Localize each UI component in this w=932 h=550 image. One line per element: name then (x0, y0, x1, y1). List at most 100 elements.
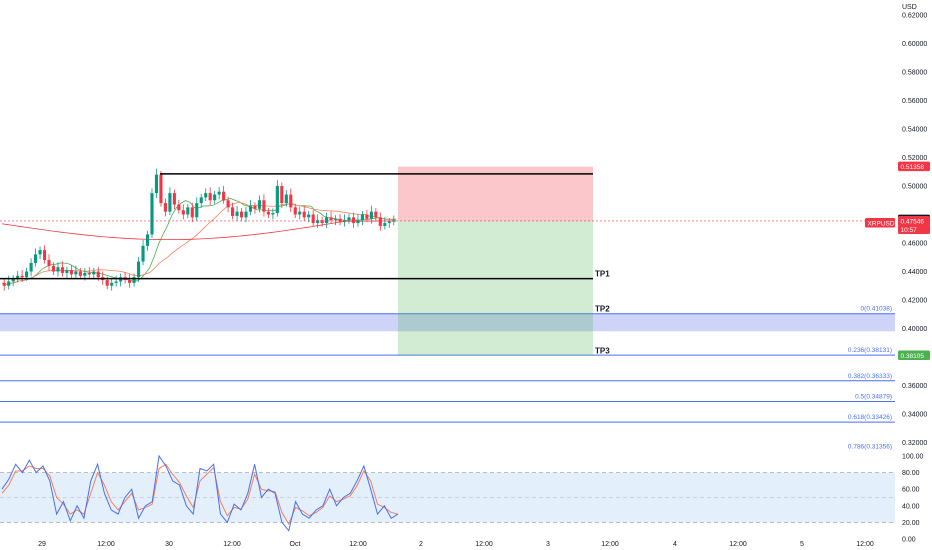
rsi-tick-label: 80.00 (902, 470, 920, 477)
price-axis[interactable]: USD 0.62000 0.60000 0.58000 0.56000 0.54000 0… (902, 4, 927, 447)
candle-body (284, 194, 288, 204)
candle-body (383, 223, 387, 226)
ma-long-line (1, 220, 397, 241)
candle-body (226, 200, 230, 208)
candle-body (190, 207, 194, 218)
candle-body (280, 186, 284, 204)
candle-body (307, 214, 311, 218)
price-badge-label: 0.51358 (901, 164, 925, 171)
candle-body (351, 217, 356, 224)
candle-body (105, 280, 109, 286)
price-tick-label: 0.62000 (902, 13, 927, 20)
price-tick-label: 0.54000 (902, 127, 927, 134)
candle-body (217, 191, 221, 195)
price-tick-label: 0.36000 (902, 383, 927, 390)
candle-body (293, 207, 297, 215)
candle-body (92, 271, 96, 275)
candle-body (387, 221, 391, 224)
candle-body (347, 217, 351, 221)
take-profit-zone[interactable] (398, 220, 593, 356)
candle-body (168, 193, 172, 212)
fib-lines: 0(0.41038) 0.236(0.38131) 0.382(0.36333) 0.… (0, 306, 895, 451)
time-tick-label: 12:00 (729, 541, 747, 548)
candle-body (159, 174, 163, 204)
candle-body (195, 203, 199, 218)
price-badge-label: XRPUSD (868, 220, 895, 227)
fib-zone-band (0, 313, 895, 332)
candle-body (38, 250, 42, 255)
candle-body (356, 220, 360, 224)
time-tick-label: Oct (290, 541, 301, 548)
price-tick-label: 0.56000 (902, 98, 927, 105)
candles (2, 168, 396, 291)
candle-body (20, 275, 24, 278)
candle-body (235, 211, 239, 216)
candle-body (186, 207, 190, 215)
time-tick-label: 12:00 (856, 541, 874, 548)
price-badge (898, 161, 930, 172)
rsi-tick-label: 20.00 (902, 520, 920, 527)
candle-body (325, 217, 329, 224)
candle-body (320, 220, 324, 224)
candle-body (316, 220, 320, 224)
fib-level-label: 0.382(0.36333) (848, 373, 892, 380)
candle-body (87, 272, 91, 275)
price-badge-label: 0.38105 (901, 353, 925, 360)
candle-body (333, 218, 338, 221)
rsi-tick-label: 100.00 (902, 454, 924, 461)
candle-body (231, 207, 235, 216)
candle-body (60, 267, 65, 273)
candle-body (378, 217, 382, 226)
time-tick-label: 5 (800, 541, 804, 548)
time-tick-label: 29 (38, 541, 46, 548)
time-axis[interactable]: 29 12:00 30 12:00 Oct 12:00 2 12:00 3 12:00 4 12:00… (38, 541, 874, 548)
time-tick-label: 12:00 (223, 541, 241, 548)
time-tick-label: 12:00 (349, 541, 367, 548)
candle-body (114, 281, 118, 283)
candle-body (298, 211, 302, 215)
candle-body (222, 191, 226, 201)
candle-body (150, 193, 154, 235)
candle-body (213, 194, 217, 201)
price-badge (898, 350, 930, 361)
rsi-axis[interactable]: 100.00 80.00 60.00 40.00 20.00 0.00 (902, 454, 924, 544)
candle-body (65, 270, 69, 273)
tp-label: TP3 (595, 347, 610, 356)
price-badge (865, 218, 895, 228)
candle-body (83, 272, 87, 276)
candle-body (110, 282, 114, 286)
candle-body (369, 211, 373, 219)
stop-loss-zone[interactable] (398, 166, 593, 221)
candle-body (42, 250, 47, 261)
fib-level-label: 0(0.41038) (861, 306, 892, 313)
candle-body (7, 281, 11, 286)
price-tick-label: 0.60000 (902, 41, 927, 48)
price-tick-label: 0.40000 (902, 326, 927, 333)
candle-body (374, 211, 378, 218)
time-tick-label: 2 (419, 541, 423, 548)
candle-body (96, 271, 100, 278)
candle-body (29, 262, 33, 272)
fib-level-label: 0.5(0.34879) (855, 393, 892, 400)
candle-body (47, 260, 51, 266)
candle-body (257, 200, 262, 209)
candle-body (16, 275, 20, 279)
long-position-tool[interactable] (398, 166, 593, 356)
candle-body (136, 261, 141, 278)
candle-body (266, 211, 270, 215)
rsi-tick-label: 0.00 (902, 537, 916, 544)
candle-body (338, 218, 342, 222)
candle-body (128, 280, 132, 283)
candle-body (51, 265, 56, 272)
price-tick-label: 0.44000 (902, 269, 927, 276)
candle-body (253, 205, 257, 209)
time-tick-label: 12:00 (97, 541, 115, 548)
candle-body (56, 267, 60, 272)
time-tick-label: 12:00 (475, 541, 493, 548)
candle-body (141, 245, 145, 262)
candle-body (163, 203, 167, 212)
price-badge (898, 224, 930, 234)
fib-level-label: 0.618(0.33426) (848, 414, 892, 421)
price-tick-label: 0.50000 (902, 184, 927, 191)
